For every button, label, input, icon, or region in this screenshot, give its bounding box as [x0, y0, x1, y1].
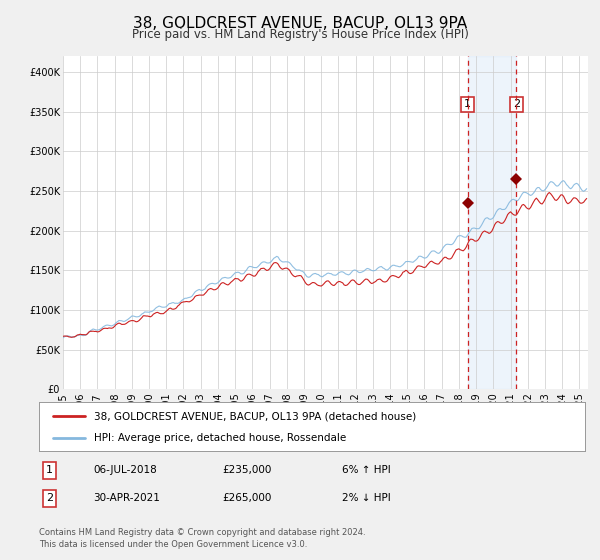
- Text: 2% ↓ HPI: 2% ↓ HPI: [342, 493, 391, 503]
- Text: £235,000: £235,000: [222, 465, 271, 475]
- Text: 2: 2: [512, 99, 520, 109]
- Text: 2: 2: [46, 493, 53, 503]
- Text: Price paid vs. HM Land Registry's House Price Index (HPI): Price paid vs. HM Land Registry's House …: [131, 28, 469, 41]
- Text: £265,000: £265,000: [222, 493, 271, 503]
- Text: 38, GOLDCREST AVENUE, BACUP, OL13 9PA: 38, GOLDCREST AVENUE, BACUP, OL13 9PA: [133, 16, 467, 31]
- Text: 06-JUL-2018: 06-JUL-2018: [93, 465, 157, 475]
- Text: HPI: Average price, detached house, Rossendale: HPI: Average price, detached house, Ross…: [94, 433, 346, 443]
- Text: Contains HM Land Registry data © Crown copyright and database right 2024.
This d: Contains HM Land Registry data © Crown c…: [39, 528, 365, 549]
- Text: 38, GOLDCREST AVENUE, BACUP, OL13 9PA (detached house): 38, GOLDCREST AVENUE, BACUP, OL13 9PA (d…: [94, 411, 416, 421]
- Text: 1: 1: [46, 465, 53, 475]
- Text: 6% ↑ HPI: 6% ↑ HPI: [342, 465, 391, 475]
- Text: 30-APR-2021: 30-APR-2021: [93, 493, 160, 503]
- Text: 1: 1: [464, 99, 471, 109]
- Bar: [467, 56, 516, 389]
